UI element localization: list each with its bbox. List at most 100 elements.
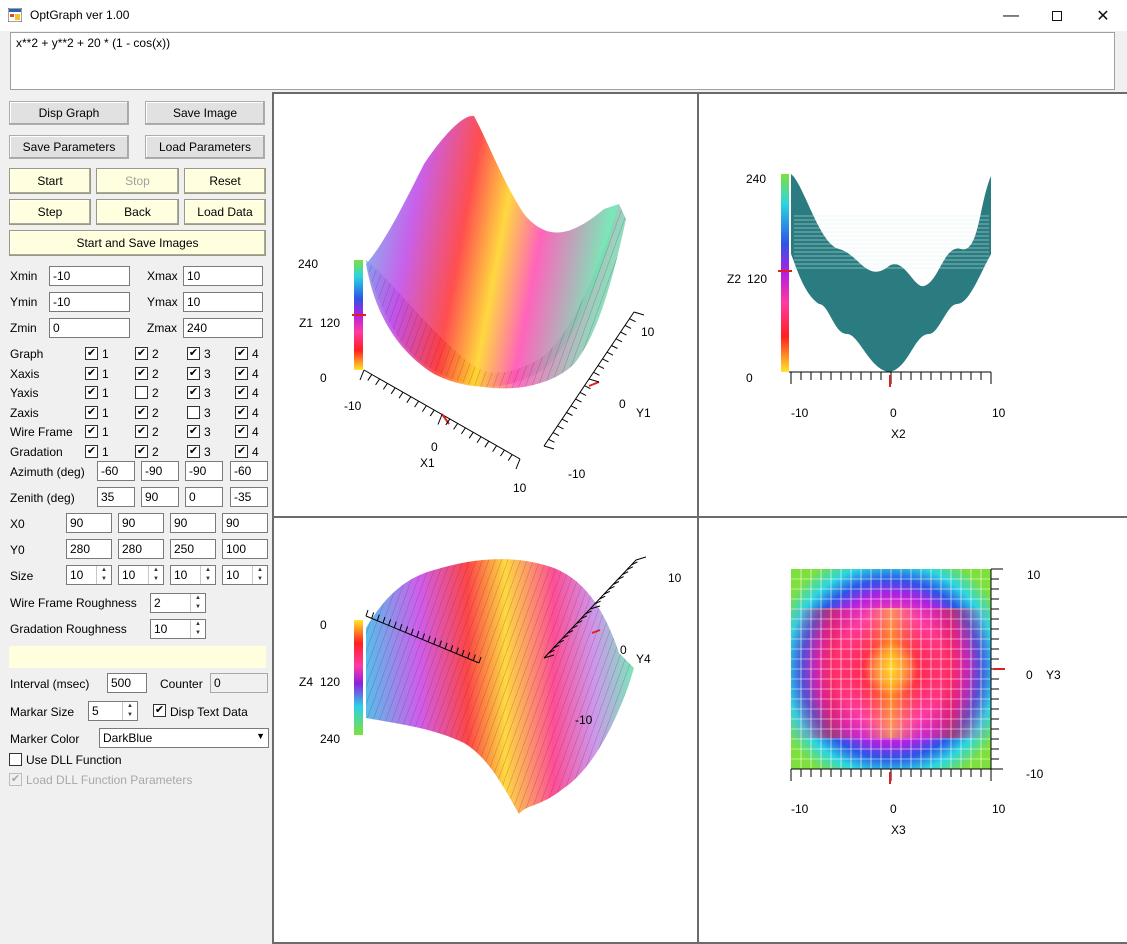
zenith-input-3[interactable]: 0 xyxy=(185,487,223,507)
load-data-button[interactable]: Load Data xyxy=(184,199,266,225)
dropdown-arrow-icon[interactable]: ▼ xyxy=(256,731,265,741)
xmax-input[interactable]: 10 xyxy=(183,266,263,286)
zmax-input[interactable]: 240 xyxy=(183,318,263,338)
checkbox-wire-frame-2[interactable]: ✔ xyxy=(135,425,148,438)
plot-panel-4[interactable]: 0 120 Z4 240 10 0 -10 Y4 xyxy=(274,518,697,942)
y0-input-3[interactable]: 250 xyxy=(170,539,216,559)
azimuth-input-3[interactable]: -90 xyxy=(185,461,223,481)
load-parameters-button[interactable]: Load Parameters xyxy=(145,135,265,159)
ymin-input[interactable]: -10 xyxy=(49,292,130,312)
spin-arrows-icon[interactable]: ▲ ▼ xyxy=(122,702,137,720)
size-input-4[interactable]: 10 ▲ ▼ xyxy=(222,565,268,585)
marker-size-stepper[interactable]: 5 ▲ ▼ xyxy=(88,701,138,721)
plot-panel-1[interactable]: 240 120 0 Z1 -10 0 10 X1 10 0 -10 Y1 xyxy=(274,94,697,516)
tick-mark xyxy=(484,440,490,448)
stop-button[interactable]: Stop xyxy=(96,168,179,194)
azimuth-input-1[interactable]: -60 xyxy=(97,461,135,481)
x0-input-3[interactable]: 90 xyxy=(170,513,216,533)
checkbox-graph-2[interactable]: ✔ xyxy=(135,347,148,360)
checkbox-graph-4[interactable]: ✔ xyxy=(235,347,248,360)
marker-size-value: 5 xyxy=(92,704,99,718)
xmin-input[interactable]: -10 xyxy=(49,266,130,286)
marker-color-select[interactable]: DarkBlue ▼ xyxy=(99,728,269,748)
y0-input-2[interactable]: 280 xyxy=(118,539,164,559)
spin-arrows-icon[interactable]: ▲ ▼ xyxy=(190,620,205,638)
spin-arrows-icon[interactable]: ▲ ▼ xyxy=(96,566,111,584)
checkbox-yaxis-3[interactable]: ✔ xyxy=(187,386,200,399)
checkbox-graph-1[interactable]: ✔ xyxy=(85,347,98,360)
ymax-input[interactable]: 10 xyxy=(183,292,263,312)
checkbox-yaxis-4[interactable]: ✔ xyxy=(235,386,248,399)
zmin-input[interactable]: 0 xyxy=(49,318,130,338)
step-button[interactable]: Step xyxy=(9,199,91,225)
disp-graph-button[interactable]: Disp Graph xyxy=(9,101,129,125)
start-and-save-images-button[interactable]: Start and Save Images xyxy=(9,230,266,256)
start-button[interactable]: Start xyxy=(9,168,91,194)
azimuth-input-2[interactable]: -90 xyxy=(141,461,179,481)
checkbox-xaxis-4[interactable]: ✔ xyxy=(235,366,248,380)
x0-input-1[interactable]: 90 xyxy=(66,513,112,533)
size-input-3[interactable]: 10 ▲ ▼ xyxy=(170,565,216,585)
spin-arrows-icon[interactable]: ▲ ▼ xyxy=(148,566,163,584)
x0-input-2[interactable]: 90 xyxy=(118,513,164,533)
zenith-input-4[interactable]: -35 xyxy=(230,487,268,507)
checkbox-zaxis-2[interactable]: ✔ xyxy=(135,405,148,419)
interval-input[interactable]: 500 xyxy=(107,673,147,693)
checkbox-number: 2 xyxy=(152,386,159,400)
checkbox-xaxis-1[interactable]: ✔ xyxy=(85,366,98,380)
checkbox-gradation-4[interactable]: ✔ xyxy=(235,444,248,458)
disp-text-checkbox[interactable]: ✔ xyxy=(153,704,166,717)
close-button[interactable]: ✕ xyxy=(1080,0,1126,31)
y-tick-label: 0 xyxy=(619,397,626,411)
checkbox-wire-frame-4[interactable]: ✔ xyxy=(235,425,248,438)
checkbox-xaxis-2[interactable]: ✔ xyxy=(135,366,148,380)
tick-mark xyxy=(575,398,582,403)
zenith-input-1[interactable]: 35 xyxy=(97,487,135,507)
checkbox-gradation-2[interactable]: ✔ xyxy=(135,444,148,458)
save-parameters-button[interactable]: Save Parameters xyxy=(9,135,129,159)
checkbox-graph-3[interactable]: ✔ xyxy=(187,347,200,360)
spin-arrows-icon[interactable]: ▲ ▼ xyxy=(190,594,205,612)
wire-roughness-stepper[interactable]: 2 ▲ ▼ xyxy=(150,593,206,613)
checkbox-yaxis-1[interactable]: ✔ xyxy=(85,386,98,399)
azimuth-input-4[interactable]: -60 xyxy=(230,461,268,481)
maximize-button[interactable] xyxy=(1034,0,1080,31)
tick-mark xyxy=(594,600,601,605)
spin-arrows-icon[interactable]: ▲ ▼ xyxy=(252,566,267,584)
plot-panel-2[interactable]: 240 120 Z2 0 -10 0 10 X2 xyxy=(699,94,1127,516)
y-tick-label: 10 xyxy=(1027,568,1041,582)
tick-mark xyxy=(602,358,609,363)
load-dll-params-checkbox[interactable]: ✔ xyxy=(9,773,22,786)
use-dll-checkbox[interactable] xyxy=(9,753,22,766)
checkbox-gradation-3[interactable]: ✔ xyxy=(187,444,200,458)
zenith-input-2[interactable]: 90 xyxy=(141,487,179,507)
tick-mark xyxy=(584,385,591,390)
plot-panel-3[interactable]: 10 0 Y3 -10 -10 0 10 X3 xyxy=(699,518,1127,942)
checkbox-zaxis-4[interactable]: ✔ xyxy=(235,405,248,419)
z-tick-label: 120 xyxy=(747,272,767,286)
checkbox-yaxis-2[interactable] xyxy=(135,386,148,399)
size-input-2[interactable]: 10 ▲ ▼ xyxy=(118,565,164,585)
minimize-button[interactable]: — xyxy=(988,0,1034,31)
tick-mark xyxy=(367,374,373,381)
spin-arrows-icon[interactable]: ▲ ▼ xyxy=(200,566,215,584)
checkbox-number: 1 xyxy=(102,366,109,381)
size-input-1[interactable]: 10 ▲ ▼ xyxy=(66,565,112,585)
checkbox-xaxis-3[interactable]: ✔ xyxy=(187,366,200,380)
checkbox-wire-frame-3[interactable]: ✔ xyxy=(187,425,200,438)
y0-input-1[interactable]: 280 xyxy=(66,539,112,559)
size-value: 10 xyxy=(70,568,84,582)
save-image-button[interactable]: Save Image xyxy=(145,101,265,125)
checkbox-wire-frame-1[interactable]: ✔ xyxy=(85,425,98,438)
expression-input[interactable]: x**2 + y**2 + 20 * (1 - cos(x)) xyxy=(10,32,1115,90)
gradation-roughness-stepper[interactable]: 10 ▲ ▼ xyxy=(150,619,206,639)
y-axis-label: Y3 xyxy=(1046,668,1061,682)
reset-button[interactable]: Reset xyxy=(184,168,266,194)
checkbox-zaxis-3[interactable] xyxy=(187,405,200,419)
checkbox-zaxis-1[interactable]: ✔ xyxy=(85,405,98,419)
y0-input-4[interactable]: 100 xyxy=(222,539,268,559)
back-button[interactable]: Back xyxy=(96,199,179,225)
checkbox-gradation-1[interactable]: ✔ xyxy=(85,444,98,458)
tick-mark xyxy=(557,639,565,644)
x0-input-4[interactable]: 90 xyxy=(222,513,268,533)
